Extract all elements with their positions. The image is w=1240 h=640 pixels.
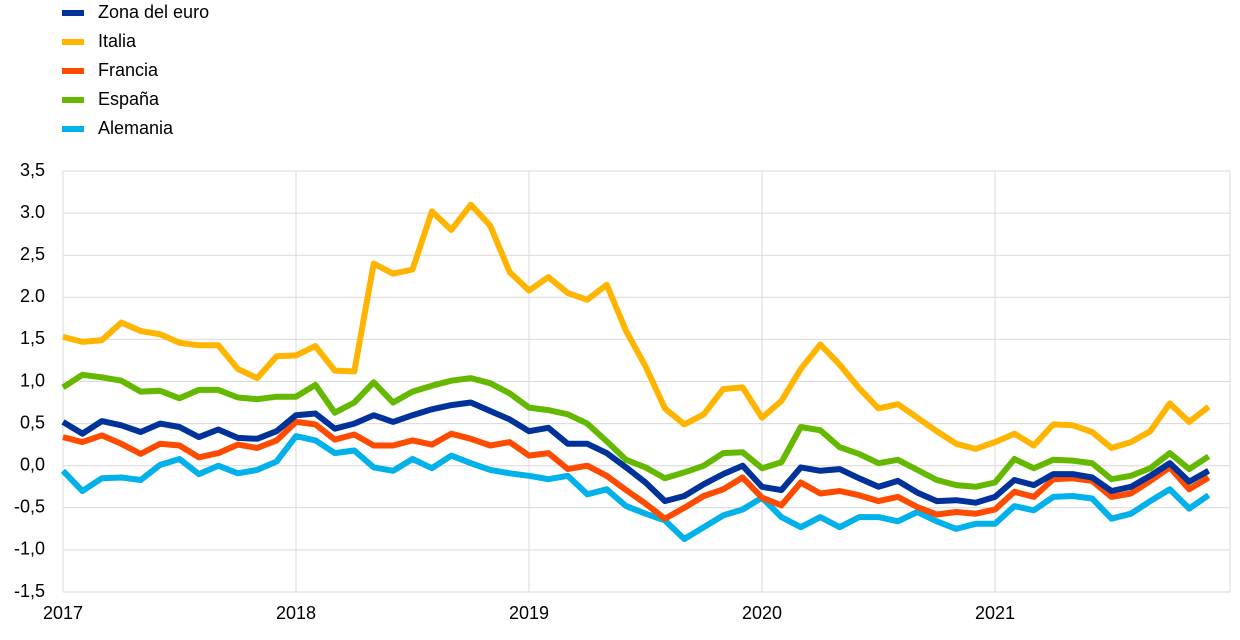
legend-label: Francia: [98, 60, 159, 80]
y-tick-label: 3,5: [20, 160, 45, 180]
y-tick-label: -1,0: [14, 539, 45, 559]
legend-label: Zona del euro: [98, 2, 209, 22]
y-tick-label: -1,5: [14, 581, 45, 601]
y-tick-label: 0,5: [20, 412, 45, 432]
x-tick-label: 2017: [43, 603, 83, 623]
legend-label: España: [98, 89, 160, 109]
series-line: [61, 399, 1211, 506]
x-tick-label: 2018: [276, 603, 316, 623]
legend-label: Alemania: [98, 118, 174, 138]
y-tick-label: 1,0: [20, 370, 45, 390]
y-tick-label: 0,0: [20, 454, 45, 474]
y-tick-label: 3.0: [20, 202, 45, 222]
y-tick-label: 2.0: [20, 286, 45, 306]
legend-label: Italia: [98, 31, 137, 51]
x-tick-label: 2019: [509, 603, 549, 623]
x-tick-label: 2021: [975, 603, 1015, 623]
series-line: [60, 433, 1211, 542]
series-line: [62, 418, 1211, 522]
series-line: [61, 371, 1211, 490]
y-tick-label: 2,5: [20, 244, 45, 264]
series-line: [62, 201, 1211, 452]
x-tick-label: 2020: [742, 603, 782, 623]
y-tick-label: 1,5: [20, 328, 45, 348]
y-tick-label: -0,5: [14, 497, 45, 517]
